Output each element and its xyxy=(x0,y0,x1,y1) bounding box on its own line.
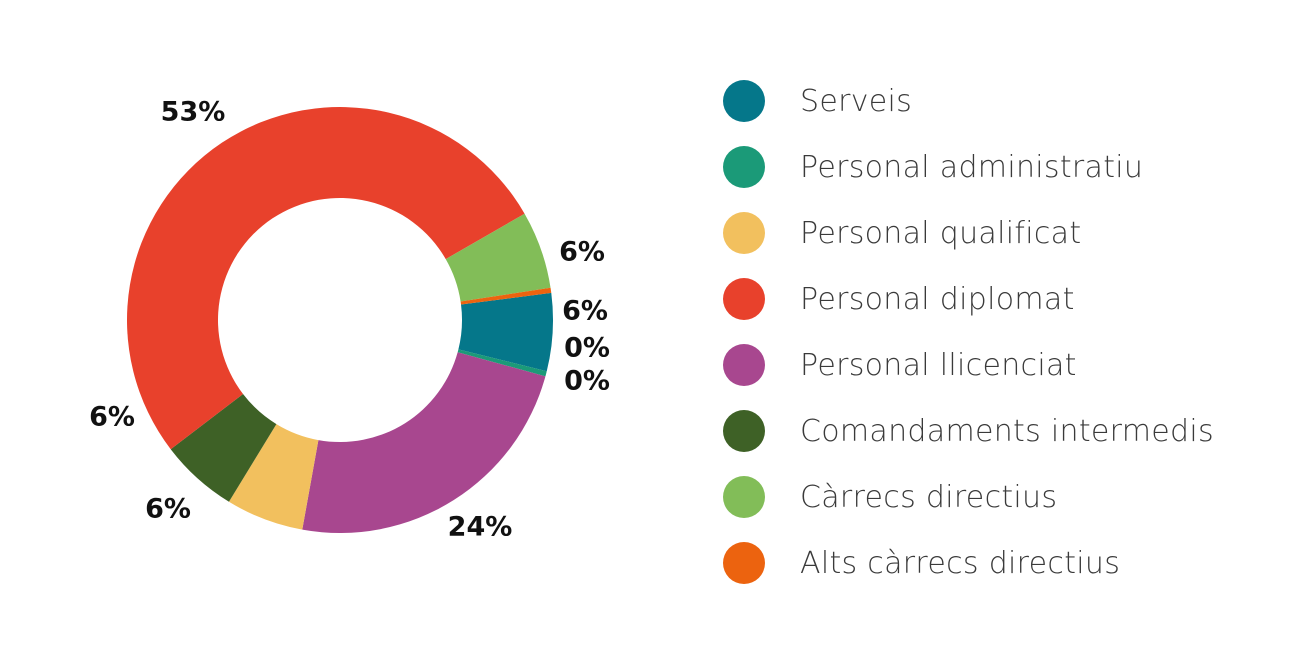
data-label-c-rrecs-directius: 6% xyxy=(559,237,605,268)
slice-personal-qualificat xyxy=(228,424,319,530)
legend-item: Comandaments intermedis xyxy=(723,398,1214,464)
legend-swatch xyxy=(723,542,765,584)
legend-item: Personal diplomat xyxy=(723,266,1214,332)
legend-item: Serveis xyxy=(723,68,1214,134)
slice-c-rrecs-directius xyxy=(445,213,551,302)
legend-label: Serveis xyxy=(800,83,913,119)
legend-item: Personal llicenciat xyxy=(723,332,1214,398)
slice-personal-administratiu xyxy=(457,349,547,377)
slice-alts-c-rrecs-directius xyxy=(460,287,552,305)
slice-serveis xyxy=(458,292,553,372)
data-label-personal-llicenciat: 24% xyxy=(448,512,513,543)
legend-label: Comandaments intermedis xyxy=(800,413,1214,449)
slice-comandaments-intermedis xyxy=(170,394,277,502)
legend-item: Càrrecs directius xyxy=(723,464,1214,530)
legend-label: Personal llicenciat xyxy=(800,347,1077,383)
legend-swatch xyxy=(723,278,765,320)
legend-label: Càrrecs directius xyxy=(800,479,1058,515)
data-label-personal-qualificat: 6% xyxy=(145,494,191,525)
legend-item: Personal qualificat xyxy=(723,200,1214,266)
legend-swatch xyxy=(723,146,765,188)
legend-label: Personal qualificat xyxy=(800,215,1082,251)
slice-personal-diplomat xyxy=(127,107,525,450)
legend-label: Personal diplomat xyxy=(800,281,1075,317)
donut-slices xyxy=(127,107,553,533)
legend-swatch xyxy=(723,212,765,254)
slice-personal-llicenciat xyxy=(302,352,546,533)
data-label-serveis: 6% xyxy=(562,296,608,327)
legend-item: Personal administratiu xyxy=(723,134,1214,200)
data-label-personal-diplomat: 53% xyxy=(161,97,226,128)
donut-labels: 6% 0% 6% 53% 24% 6% 6% 0% xyxy=(89,97,610,543)
legend-label: Personal administratiu xyxy=(800,149,1144,185)
legend-swatch xyxy=(723,410,765,452)
legend-item: Alts càrrecs directius xyxy=(723,530,1214,596)
data-label-personal-administratiu: 0% xyxy=(564,366,610,397)
chart-legend: Serveis Personal administratiu Personal qu… xyxy=(723,68,1214,596)
legend-label: Alts càrrecs directius xyxy=(800,545,1121,581)
legend-swatch xyxy=(723,344,765,386)
legend-swatch xyxy=(723,80,765,122)
legend-swatch xyxy=(723,476,765,518)
data-label-alts-c-rrecs-directius: 0% xyxy=(564,333,610,364)
data-label-comandaments-intermedis: 6% xyxy=(89,402,135,433)
